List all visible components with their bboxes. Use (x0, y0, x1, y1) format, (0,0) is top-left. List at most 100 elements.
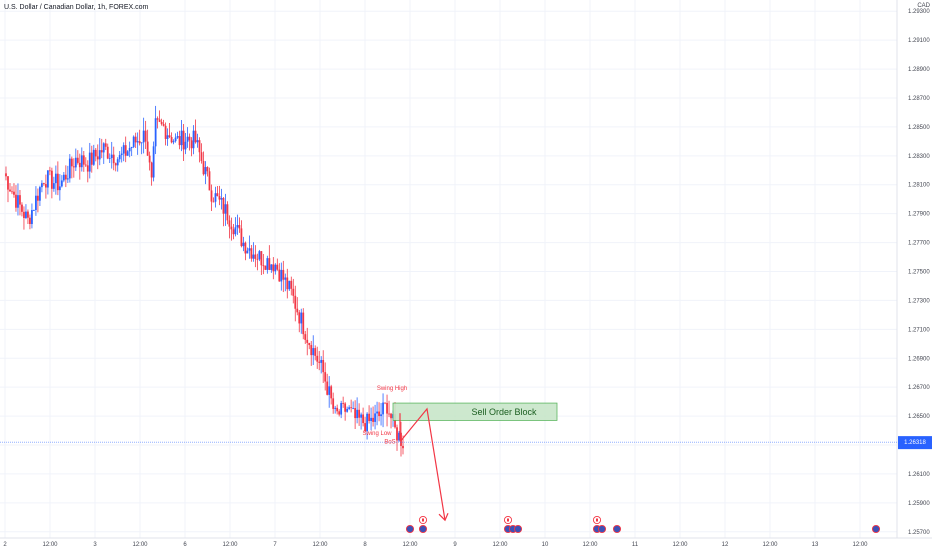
candle-body (260, 251, 263, 266)
ca-flag-leaf (507, 518, 509, 522)
candle-body (226, 204, 229, 221)
candle-body (378, 411, 380, 417)
candle-body (204, 167, 207, 175)
candle-body (338, 411, 341, 415)
candle-body (43, 183, 45, 185)
candle-body (244, 242, 247, 254)
candle-body (9, 189, 11, 192)
candle-body (308, 342, 311, 346)
candle-body (41, 183, 43, 188)
candle-body (88, 152, 91, 172)
candle-body (332, 398, 335, 409)
candle-body (128, 147, 131, 152)
candle-body (122, 145, 125, 154)
candle-body (248, 248, 251, 251)
candle-body (356, 409, 359, 419)
candle-body (70, 158, 73, 167)
y-tick-label: 1.28100 (908, 183, 930, 189)
candle-body (152, 146, 155, 178)
candle-body (98, 150, 101, 160)
candle-body (282, 269, 285, 280)
current-price-badge (898, 436, 932, 450)
x-tick-label: 2 (3, 542, 7, 548)
x-tick-label: 12:00 (852, 542, 868, 548)
candle-body (252, 254, 255, 259)
candle-body (154, 118, 157, 147)
candle-body (222, 198, 225, 214)
sell-order-block-label: Sell Order Block (471, 407, 537, 417)
candle-body (300, 312, 303, 324)
x-tick-label: 11 (632, 542, 639, 548)
candle-body (7, 176, 9, 190)
x-tick-label: 7 (273, 542, 277, 548)
candle-body (370, 417, 372, 422)
candle-body (402, 445, 404, 449)
x-tick-label: 12:00 (222, 542, 238, 548)
currency-label: CAD (917, 3, 930, 9)
candle-body (362, 414, 364, 424)
candle-body (64, 174, 67, 180)
candle-body (19, 195, 21, 205)
candle-body (274, 264, 277, 272)
candle-body (290, 280, 293, 289)
us-flag-icon (405, 524, 415, 534)
swing-high-label: Swing High (377, 386, 407, 392)
candle-body (94, 149, 97, 157)
candle-body (286, 277, 289, 290)
candle-body (312, 348, 315, 356)
candle-body (92, 149, 95, 165)
candle-body (17, 195, 19, 208)
candle-body (29, 217, 31, 225)
candle-body (228, 220, 231, 227)
candle-body (336, 407, 339, 412)
candle-body (186, 136, 189, 142)
candle-body (382, 402, 384, 415)
candle-body (31, 210, 33, 225)
candle-body (320, 359, 323, 363)
x-tick-label: 12 (722, 542, 729, 548)
candle-body (212, 201, 215, 203)
candle-body (21, 204, 23, 212)
candle-body (330, 386, 333, 399)
candle-body (82, 155, 85, 165)
ca-flag-leaf (596, 518, 598, 522)
candle-body (376, 411, 378, 414)
x-tick-label: 3 (93, 542, 97, 548)
candle-body (138, 141, 141, 144)
candle-body (196, 140, 199, 143)
candle-body (188, 136, 191, 141)
y-tick-label: 1.26700 (908, 385, 930, 391)
x-tick-label: 12:00 (402, 542, 418, 548)
candle-body (112, 154, 115, 164)
x-tick-label: 12:00 (312, 542, 328, 548)
candle-body (126, 151, 129, 156)
candle-body (180, 130, 183, 146)
candle-body (166, 135, 169, 139)
y-tick-label: 1.27100 (908, 327, 930, 333)
candle-body (266, 258, 269, 270)
candle-body (27, 211, 29, 218)
candle-body (124, 145, 127, 156)
x-tick-label: 12:00 (762, 542, 778, 548)
candle-body (182, 130, 185, 150)
candle-body (78, 162, 81, 168)
candle-body (23, 211, 25, 219)
projection-path (400, 407, 446, 521)
x-tick-label: 12:00 (132, 542, 148, 548)
candle-body (140, 142, 143, 144)
x-tick-label: 12:00 (492, 542, 508, 548)
candle-body (384, 402, 386, 404)
y-tick-label: 1.25900 (908, 501, 930, 507)
candle-body (316, 355, 319, 362)
candle-body (386, 402, 388, 414)
candle-body (208, 171, 211, 191)
candle-body (164, 125, 167, 139)
candle-body (5, 173, 7, 177)
candle-body (200, 152, 203, 161)
candle-body (162, 124, 165, 126)
y-tick-label: 1.27300 (908, 298, 930, 304)
candle-body (238, 225, 241, 229)
candle-body (218, 196, 221, 200)
